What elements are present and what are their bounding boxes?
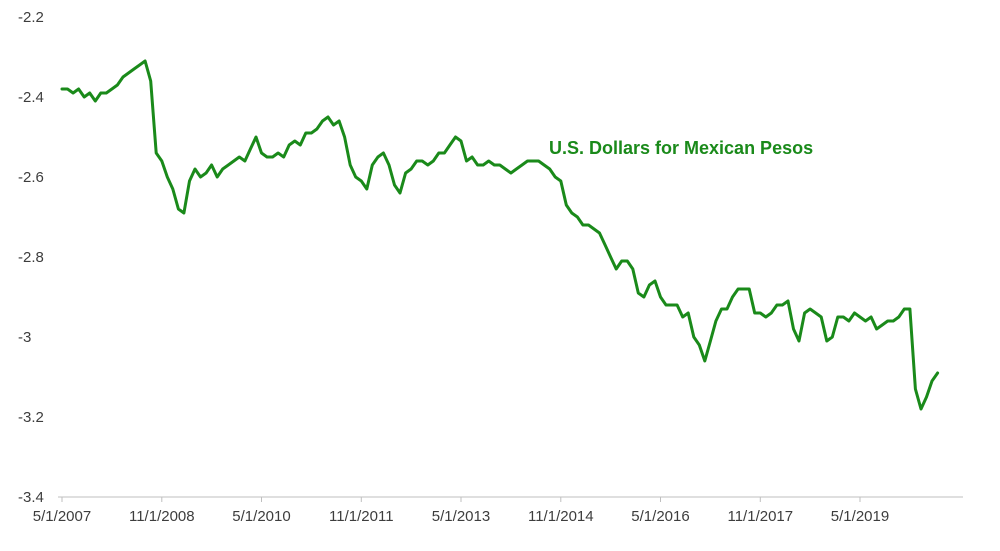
y-axis-tick-label: -3 [18,329,31,346]
x-axis-tick-label: 11/1/2011 [329,508,394,525]
x-axis-tick-label: 5/1/2007 [33,508,91,525]
y-axis-tick-label: -2.8 [18,249,44,266]
exchange-rate-line [60,59,940,411]
x-axis: 5/1/2007 11/1/2008 5/1/2010 11/1/2011 5/1/20… [33,508,889,525]
series-label: U.S. Dollars for Mexican Pesos [549,138,814,158]
x-axis-tick-label: 11/1/2014 [528,508,594,525]
y-axis-tick-label: -2.2 [18,9,44,26]
x-axis-tick-label: 5/1/2019 [831,508,889,525]
y-axis-tick-label: -3.4 [18,489,44,506]
y-axis-tick-label: -2.4 [18,89,44,106]
x-axis-tick-label: 5/1/2013 [432,508,490,525]
x-axis-tick-label: 5/1/2010 [232,508,290,525]
x-axis-tick-label: 11/1/2017 [727,508,793,525]
y-axis: -2.2 -2.4 -2.6 -2.8 -3 -3.2 -3.4 [18,9,44,506]
x-axis-tick-label: 5/1/2016 [631,508,689,525]
y-axis-tick-label: -3.2 [18,409,44,426]
x-axis-tick-marks [61,497,861,502]
x-axis-tick-label: 11/1/2008 [129,508,195,525]
y-axis-tick-label: -2.6 [18,169,44,186]
